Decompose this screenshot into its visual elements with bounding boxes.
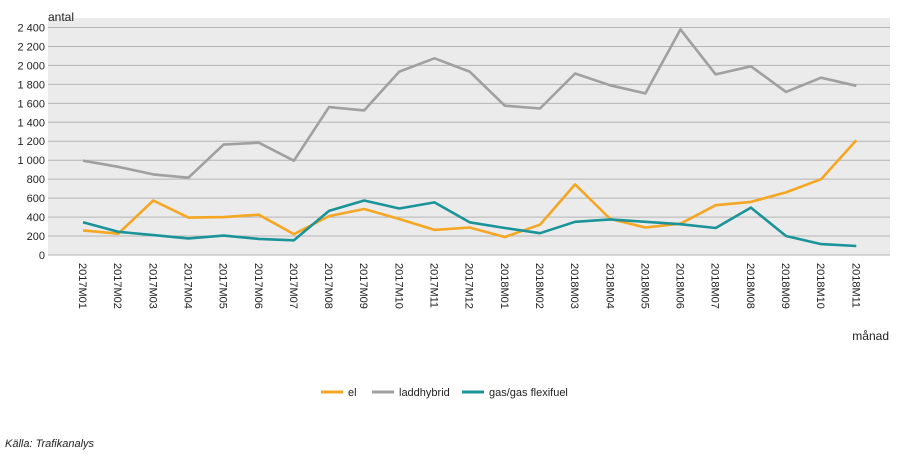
x-tick-label: 2018M03 bbox=[568, 263, 580, 309]
legend-label: el bbox=[348, 387, 357, 399]
y-tick-label: 600 bbox=[27, 193, 45, 205]
x-tick-label: 2017M11 bbox=[428, 263, 440, 308]
series-lines bbox=[82, 28, 858, 248]
series-line-laddhybrid bbox=[82, 28, 857, 179]
y-tick-label: 1 400 bbox=[17, 117, 45, 129]
y-axis-label: antal bbox=[48, 10, 74, 24]
x-tick-label: 2018M04 bbox=[603, 263, 615, 309]
x-tick-label: 2018M11 bbox=[849, 263, 861, 308]
legend: el laddhybrid gas/gas flexifuel bbox=[321, 387, 568, 399]
x-tick-label: 2018M07 bbox=[709, 263, 721, 309]
y-tick-label: 1 000 bbox=[17, 155, 45, 167]
x-tick-label: 2018M05 bbox=[638, 263, 650, 309]
y-tick-label: 800 bbox=[27, 174, 45, 186]
x-axis-label: månad bbox=[852, 329, 889, 343]
x-tick-label: 2018M10 bbox=[814, 263, 826, 309]
series-line-gas-gas-flexifuel bbox=[82, 199, 857, 248]
y-tick-label: 1 200 bbox=[17, 136, 45, 148]
y-tick-label: 400 bbox=[27, 212, 45, 224]
y-tick-label: 1 800 bbox=[17, 79, 45, 91]
x-tick-label: 2018M09 bbox=[779, 263, 791, 309]
x-tick-label: 2018M06 bbox=[674, 263, 686, 309]
x-tick-label: 2017M02 bbox=[111, 263, 123, 309]
x-tick-label: 2018M01 bbox=[498, 263, 510, 309]
x-tick-label: 2017M05 bbox=[217, 263, 229, 309]
source-note: Källa: Trafikanalys bbox=[5, 438, 95, 450]
y-tick-label: 1 600 bbox=[17, 98, 45, 110]
y-tick-labels: 0 200 400 600 800 1 000 1 200 1 400 1 600 1 800 2 … bbox=[17, 22, 45, 262]
y-tick-label: 2 200 bbox=[17, 41, 45, 53]
series-line-el bbox=[82, 139, 858, 239]
x-tick-label: 2017M03 bbox=[146, 263, 158, 309]
x-tick-label: 2018M02 bbox=[533, 263, 545, 309]
x-tick-label: 2017M08 bbox=[322, 263, 334, 309]
legend-label: gas/gas flexifuel bbox=[489, 387, 568, 399]
x-tick-label: 2017M10 bbox=[392, 263, 404, 309]
plot-area bbox=[48, 18, 890, 255]
legend-label: laddhybrid bbox=[399, 387, 450, 399]
x-tick-label: 2017M01 bbox=[76, 263, 88, 309]
x-tick-label: 2017M06 bbox=[252, 263, 264, 309]
y-tick-label: 2 000 bbox=[17, 60, 45, 72]
x-tick-label: 2017M12 bbox=[463, 263, 475, 309]
x-tick-labels: 2017M01 2017M02 2017M03 2017M04 2017M05 2017M… bbox=[76, 263, 861, 309]
x-tick-label: 2017M04 bbox=[181, 263, 193, 309]
x-tick-label: 2017M09 bbox=[357, 263, 369, 309]
x-tick-label: 2017M07 bbox=[287, 263, 299, 309]
y-tick-label: 2 400 bbox=[17, 22, 45, 34]
y-tick-label: 200 bbox=[27, 231, 45, 243]
y-tick-label: 0 bbox=[39, 250, 45, 262]
x-tick-label: 2018M08 bbox=[744, 263, 756, 309]
